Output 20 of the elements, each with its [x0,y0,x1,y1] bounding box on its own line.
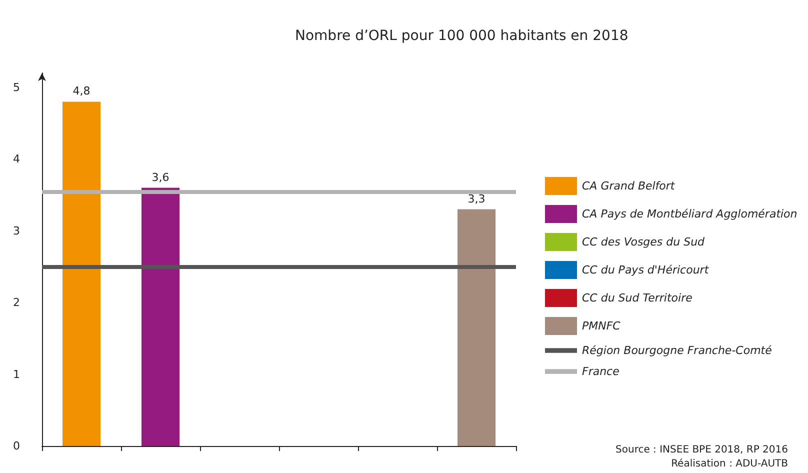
legend-label: CA Pays de Montbéliard Agglomération [582,208,798,220]
legend-label: CA Grand Belfort [582,180,676,192]
chart-title: Nombre d’ORL pour 100 000 habitants en 2018 [295,28,628,44]
y-tick-label: 1 [13,368,20,381]
text: Réalisation : ADU-AUTB [671,458,788,470]
y-tick-label: 3 [13,224,20,238]
data-label: 4,8 [72,84,90,98]
legend-label: CC du Sud Territoire [582,292,693,304]
legend-label: CC du Pays d'Héricourt [582,264,710,276]
y-tick-label: 0 [13,440,20,452]
source-note: Source : INSEE BPE 2018, RP 2016 [616,444,788,456]
y-tick-label: 5 [13,80,20,94]
y-tick-label: 2 [13,296,20,310]
legend-label: PMNFC [582,320,621,332]
data-label: 3,3 [468,192,486,206]
legend-label: Région Bourgogne Franche-Comté [582,344,772,357]
legend-label: CC des Vosges du Sud [582,236,706,248]
y-tick-label: 4 [13,152,20,166]
data-label: 3,6 [152,170,170,184]
legend-label: France [582,365,620,378]
